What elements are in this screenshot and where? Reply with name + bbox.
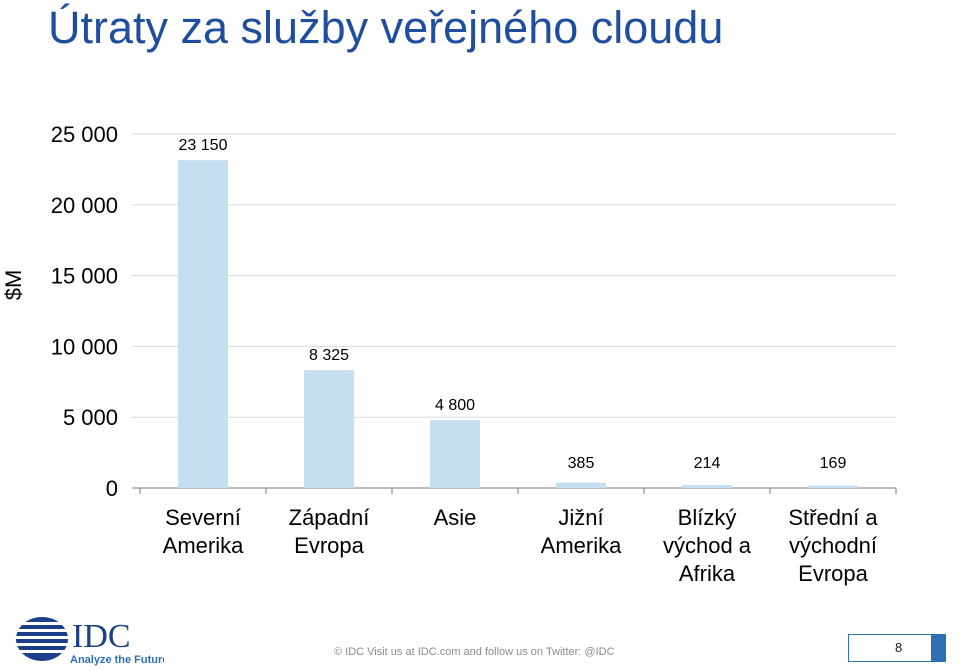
- logo-wordmark: IDC: [72, 618, 131, 655]
- bar: [304, 370, 354, 488]
- x-category-label: Severní Amerika: [163, 505, 244, 558]
- bar: [178, 160, 228, 489]
- idc-logo: IDC Analyze the Future: [14, 616, 168, 671]
- x-category-label: Blízký východ a Afrika: [663, 505, 752, 586]
- bar: [556, 482, 606, 488]
- y-tick-label: 15 000: [51, 264, 118, 289]
- data-label: 214: [694, 455, 721, 472]
- y-tick-label: 0: [106, 476, 118, 501]
- x-category-label: Střední a východní Evropa: [788, 505, 878, 586]
- page-number: 8: [895, 640, 903, 655]
- data-label: 385: [568, 455, 595, 472]
- copyright-notice: © IDC Visit us at IDC.com and follow us …: [334, 646, 615, 658]
- bar: [682, 484, 732, 488]
- x-category-label: Asie: [434, 505, 477, 530]
- data-label: 8 325: [309, 347, 349, 364]
- y-tick-label: 20 000: [51, 193, 118, 218]
- page-title: Útraty za služby veřejného cloudu: [48, 2, 724, 53]
- bar: [808, 485, 858, 488]
- y-tick-label: 5 000: [63, 405, 118, 430]
- data-label: 4 800: [435, 397, 475, 414]
- page-number-box: 8: [848, 634, 946, 662]
- globe-icon: [14, 617, 70, 661]
- data-label: 169: [820, 455, 847, 472]
- y-axis-label: $M: [1, 270, 26, 301]
- page-box-accent: [931, 635, 945, 661]
- logo-tagline: Analyze the Future: [70, 654, 164, 666]
- y-tick-label: 25 000: [51, 122, 118, 147]
- data-label: 23 150: [179, 137, 228, 154]
- bar-chart: $M 25 000 20 000 15 000 10 000 5 000 0 23 150 S…: [1, 122, 897, 586]
- bar: [430, 420, 480, 488]
- x-category-label: Západní Evropa: [289, 505, 370, 558]
- y-tick-label: 10 000: [51, 334, 118, 359]
- x-category-label: Jižní Amerika: [541, 505, 622, 558]
